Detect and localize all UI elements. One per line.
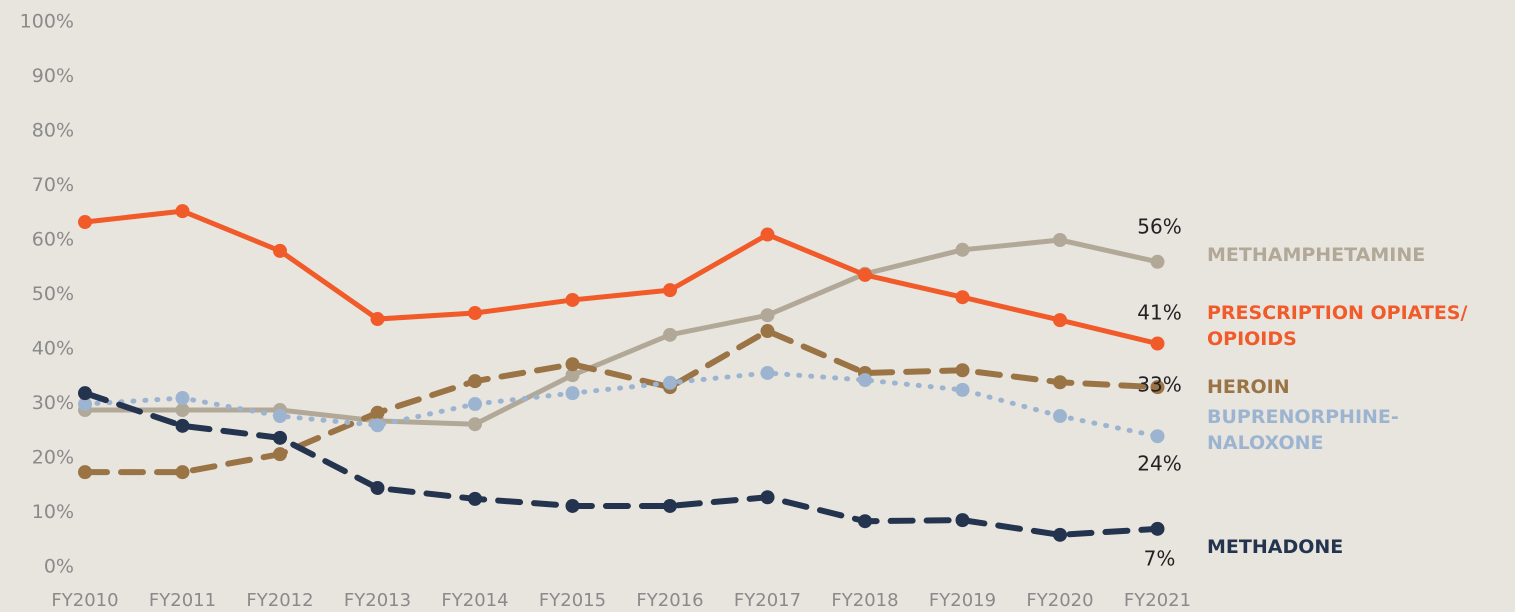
y-tick-label: 10%: [32, 501, 74, 523]
y-tick-label: 0%: [44, 556, 74, 578]
point: [663, 498, 677, 513]
point: [663, 283, 677, 298]
point: [468, 491, 482, 506]
point: [1053, 409, 1067, 424]
point: [1150, 380, 1165, 395]
y-tick-label: 80%: [32, 120, 74, 142]
x-tick-label: FY2012: [246, 590, 313, 611]
point: [1150, 521, 1165, 536]
point: [468, 374, 482, 389]
y-tick-label: 50%: [32, 283, 74, 305]
data-label: 56%: [1137, 215, 1181, 239]
point: [565, 498, 580, 513]
series-name: METHAMPHETAMINE: [1207, 244, 1426, 266]
point: [273, 243, 287, 258]
point: [955, 363, 970, 378]
data-label: 24%: [1137, 452, 1181, 476]
data-label: 41%: [1137, 301, 1181, 325]
point: [760, 490, 775, 505]
point: [78, 215, 92, 230]
point: [175, 418, 190, 433]
x-tick-label: FY2017: [734, 590, 801, 611]
series-line: [82, 208, 1160, 347]
point: [370, 405, 385, 420]
x-tick-label: FY2016: [636, 590, 703, 611]
y-tick-label: 40%: [32, 338, 74, 360]
point: [565, 368, 580, 383]
point: [1053, 527, 1067, 542]
x-tick-label: FY2013: [344, 590, 411, 611]
data-label: 7%: [1144, 547, 1176, 571]
point: [760, 365, 775, 380]
data-label: 33%: [1137, 373, 1181, 397]
point: [370, 480, 385, 495]
point: [955, 382, 970, 397]
point: [78, 386, 92, 401]
series-line: [82, 390, 1161, 538]
point: [858, 267, 872, 282]
point: [273, 409, 287, 424]
series-name: BUPRENORPHINE-NALOXONE: [1207, 406, 1399, 454]
point: [370, 312, 385, 327]
point: [175, 204, 190, 219]
series-line: [82, 237, 1160, 427]
point: [760, 324, 775, 339]
point: [1150, 254, 1165, 269]
y-tick-label: 70%: [32, 174, 74, 196]
point: [1150, 429, 1165, 444]
series-line: [82, 328, 1161, 476]
y-tick-label: 20%: [32, 447, 74, 469]
point: [1150, 336, 1165, 351]
point: [760, 308, 775, 323]
point: [1053, 375, 1067, 390]
point: [1053, 313, 1067, 328]
x-tick-label: FY2014: [441, 590, 508, 611]
point: [273, 447, 287, 462]
point: [175, 465, 190, 480]
point: [468, 397, 482, 412]
point: [760, 227, 775, 242]
series-line: [82, 370, 1160, 439]
point: [175, 391, 190, 406]
point: [175, 403, 190, 418]
point: [663, 375, 677, 390]
point: [955, 242, 970, 257]
x-tick-label: FY2011: [149, 590, 216, 611]
x-tick-label: FY2020: [1026, 590, 1093, 611]
point: [955, 290, 970, 305]
point: [858, 373, 872, 388]
point: [1053, 233, 1067, 247]
point: [78, 397, 92, 412]
y-tick-label: 60%: [32, 229, 74, 251]
point: [468, 306, 482, 321]
point: [78, 465, 92, 480]
x-tick-label: FY2019: [929, 590, 996, 611]
point: [370, 418, 385, 433]
point: [468, 417, 482, 432]
point: [663, 327, 677, 342]
series-name: HEROIN: [1207, 376, 1290, 398]
y-tick-label: 100%: [20, 11, 74, 33]
point: [565, 386, 580, 401]
series-name: METHADONE: [1207, 536, 1344, 558]
x-tick-label: FY2010: [51, 590, 118, 611]
point: [565, 357, 580, 372]
y-tick-label: 90%: [32, 65, 74, 87]
x-tick-label: FY2021: [1124, 590, 1191, 611]
point: [565, 292, 580, 307]
point: [273, 430, 287, 445]
x-tick-label: FY2015: [539, 590, 606, 611]
series-name: PRESCRIPTION OPIATES/ OPIOIDS: [1207, 302, 1468, 350]
point: [955, 513, 970, 528]
point: [858, 514, 872, 529]
y-tick-label: 30%: [32, 392, 74, 414]
x-tick-label: FY2018: [831, 590, 898, 611]
